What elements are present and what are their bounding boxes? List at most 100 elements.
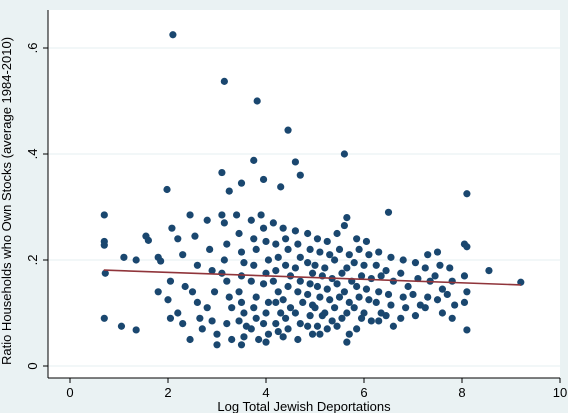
data-point	[272, 320, 280, 328]
data-point	[331, 256, 339, 264]
data-point	[424, 251, 432, 259]
data-point	[237, 179, 246, 187]
data-point	[313, 235, 322, 243]
data-point	[174, 309, 182, 317]
fit-line-group	[103, 269, 521, 286]
data-point	[304, 322, 312, 330]
data-point	[225, 187, 233, 195]
data-point	[296, 277, 304, 285]
data-point	[186, 335, 194, 344]
data-point	[279, 333, 287, 341]
data-point	[409, 290, 417, 299]
data-point	[328, 317, 336, 325]
data-point	[438, 309, 446, 317]
data-point	[237, 341, 246, 349]
data-point	[223, 240, 231, 248]
data-point	[463, 288, 471, 296]
data-point	[345, 330, 353, 338]
data-point	[399, 256, 407, 264]
data-point	[353, 235, 361, 243]
x-tick-label: 10	[553, 385, 567, 400]
data-point	[225, 293, 233, 301]
data-point	[279, 296, 287, 304]
data-point	[157, 257, 165, 265]
data-point	[237, 298, 246, 306]
data-point	[218, 269, 226, 277]
data-point	[154, 288, 162, 296]
y-tick-label: .4	[25, 149, 40, 160]
plot-area	[48, 10, 560, 378]
data-point	[311, 304, 319, 312]
data-point	[240, 333, 248, 341]
data-point	[402, 304, 410, 312]
data-point	[365, 251, 373, 259]
data-point	[333, 280, 341, 288]
x-axis-label: Log Total Jewish Deportations	[217, 399, 391, 413]
data-point	[299, 298, 307, 306]
data-point	[228, 304, 236, 312]
data-point	[255, 335, 263, 344]
data-point	[414, 274, 422, 283]
axes	[43, 10, 561, 383]
data-point	[291, 227, 299, 235]
data-point	[210, 288, 219, 296]
data-point	[117, 322, 126, 330]
data-point	[272, 267, 280, 275]
data-point	[389, 322, 397, 330]
data-point	[237, 272, 246, 280]
data-point	[286, 304, 295, 312]
data-point	[262, 237, 270, 246]
data-point	[252, 293, 260, 301]
data-point	[163, 185, 171, 194]
data-point	[308, 269, 317, 277]
data-point	[335, 245, 344, 253]
data-point	[460, 272, 469, 280]
data-point	[168, 224, 176, 232]
data-point	[213, 341, 221, 349]
data-point	[259, 175, 268, 184]
fit-line	[103, 269, 521, 286]
data-point	[284, 282, 292, 291]
data-point	[296, 320, 304, 328]
data-point	[333, 322, 341, 330]
data-point	[306, 245, 314, 253]
data-point	[291, 158, 299, 166]
data-point	[367, 317, 375, 325]
data-point	[274, 288, 282, 296]
data-point	[375, 248, 383, 256]
data-point	[313, 322, 322, 330]
data-point	[213, 330, 221, 338]
data-point	[463, 190, 471, 198]
data-point	[235, 229, 243, 238]
data-point	[247, 325, 255, 333]
data-point	[323, 285, 331, 293]
data-point	[460, 298, 469, 306]
data-point	[485, 267, 493, 275]
data-point	[353, 325, 361, 333]
data-point	[218, 168, 226, 177]
data-point	[247, 216, 255, 224]
data-point	[345, 251, 353, 259]
data-point	[282, 261, 290, 269]
data-point	[250, 304, 258, 312]
data-point	[404, 282, 412, 291]
y-tick-label: 0	[25, 362, 40, 369]
data-point	[208, 317, 216, 325]
data-point	[387, 301, 395, 309]
data-point	[326, 251, 334, 259]
data-point	[166, 277, 175, 285]
data-point	[240, 259, 248, 267]
data-point	[272, 298, 280, 306]
data-point	[377, 272, 385, 280]
x-tick-label: 6	[360, 385, 367, 400]
data-point	[304, 259, 312, 267]
data-point	[223, 320, 231, 328]
data-point	[132, 256, 140, 264]
data-point	[443, 290, 451, 299]
data-point	[397, 314, 405, 322]
data-point	[132, 326, 140, 334]
data-point	[343, 309, 351, 317]
data-point	[399, 293, 407, 301]
data-point	[343, 214, 351, 222]
data-point	[220, 77, 228, 85]
